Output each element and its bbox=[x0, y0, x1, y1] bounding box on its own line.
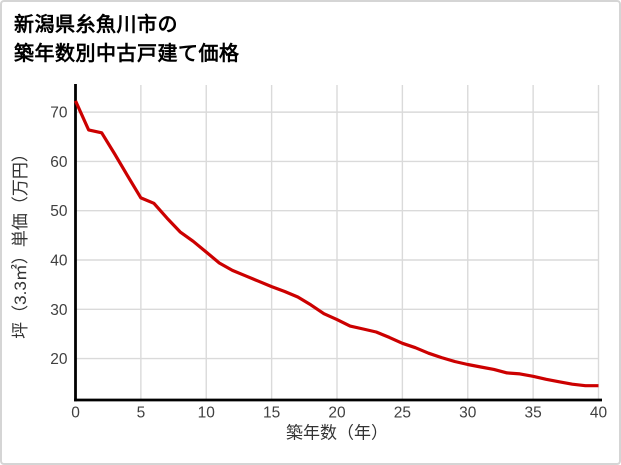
x-tick-label: 40 bbox=[590, 405, 608, 422]
y-tick-label: 70 bbox=[50, 105, 68, 122]
price-line bbox=[74, 100, 599, 388]
x-tick-label: 10 bbox=[198, 405, 216, 422]
y-tick-label: 20 bbox=[50, 351, 68, 368]
chart-title-line2: 築年数別中古戸建て価格 bbox=[14, 43, 240, 65]
chart-title-line1: 新潟県糸魚川市の bbox=[14, 14, 178, 36]
y-tick-label: 60 bbox=[50, 154, 68, 171]
x-tick-label: 30 bbox=[459, 405, 477, 422]
y-axis-label: 坪（3.3㎡）単価（万円） bbox=[11, 145, 30, 339]
chart-title: 新潟県糸魚川市の 築年数別中古戸建て価格 bbox=[14, 11, 240, 69]
x-tick-label: 20 bbox=[328, 405, 346, 422]
x-axis-label: 築年数（年） bbox=[286, 424, 388, 443]
x-tick-label: 0 bbox=[71, 405, 80, 422]
x-tick-label: 35 bbox=[525, 405, 542, 422]
x-tick-label: 25 bbox=[394, 405, 411, 422]
x-tick-label: 5 bbox=[137, 405, 146, 422]
x-tick-label: 15 bbox=[263, 405, 280, 422]
y-tick-label: 30 bbox=[50, 302, 68, 319]
y-tick-label: 40 bbox=[50, 253, 68, 270]
y-tick-label: 50 bbox=[50, 203, 68, 220]
